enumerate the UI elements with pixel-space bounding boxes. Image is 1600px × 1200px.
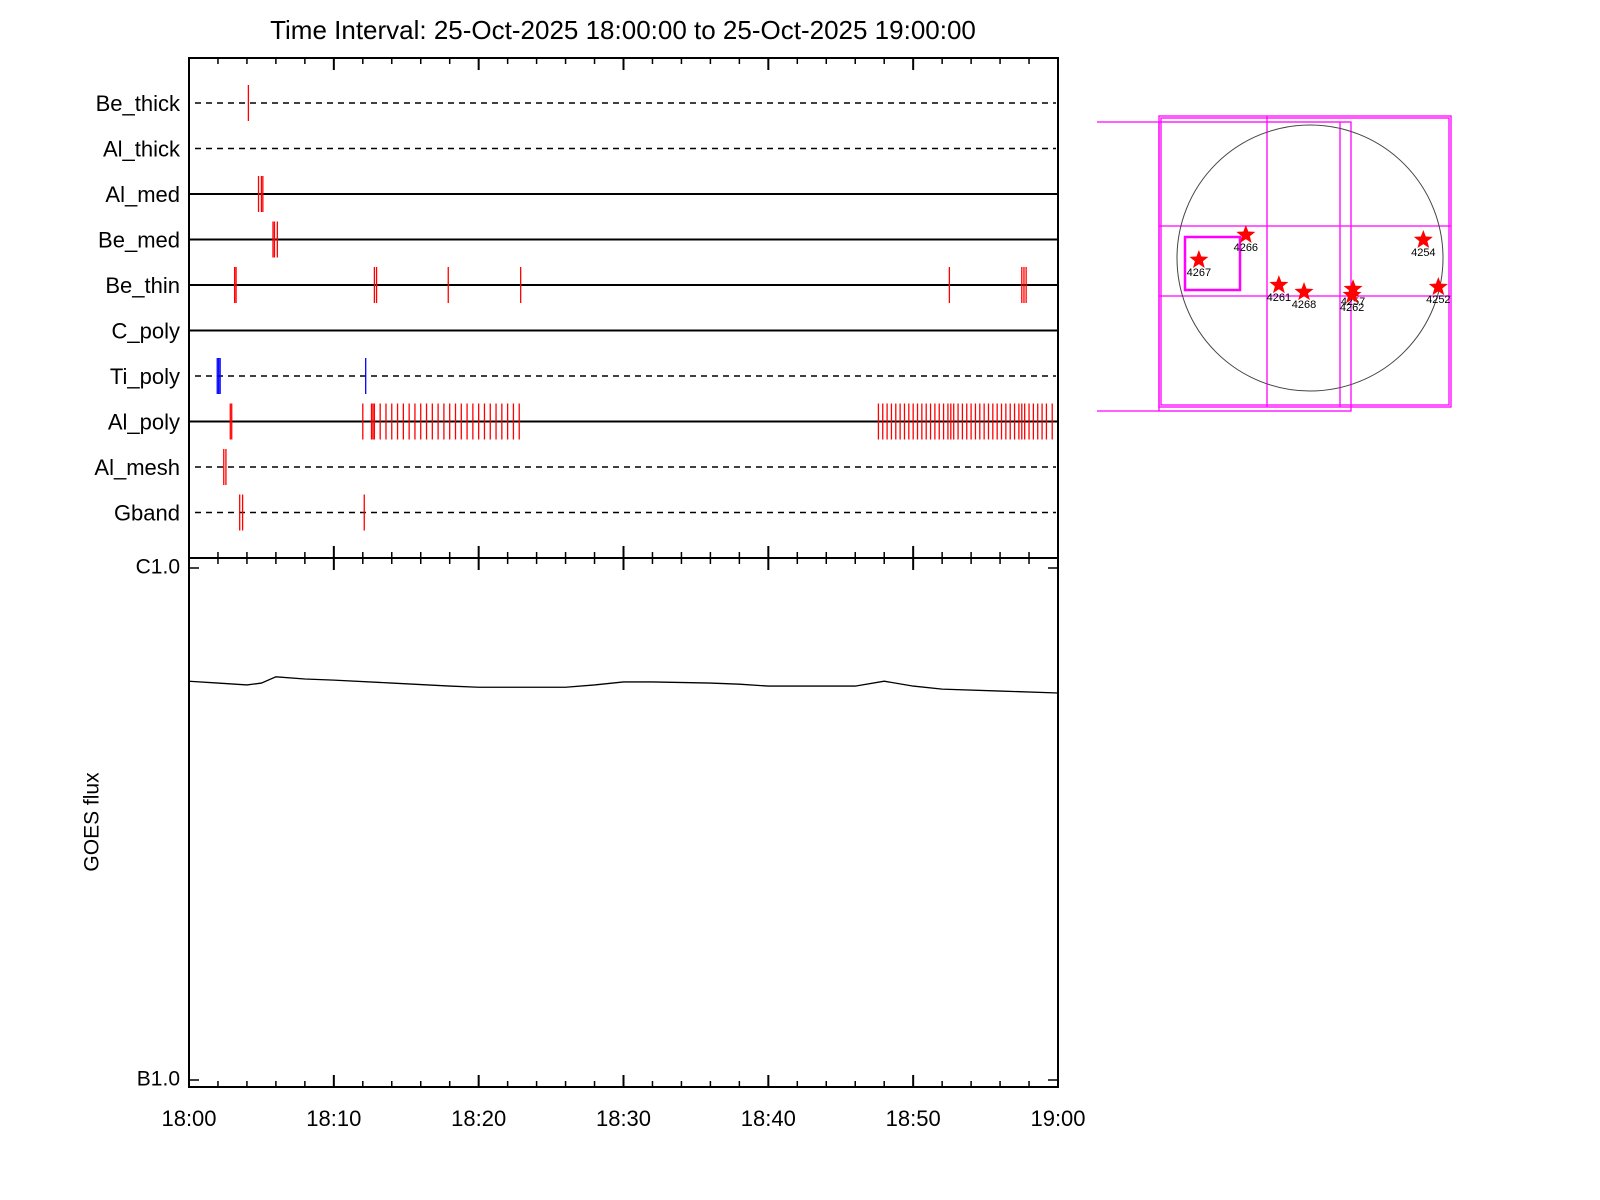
region-star: [1342, 285, 1362, 304]
region-label: 4262: [1340, 302, 1364, 314]
panel-frame: [188, 557, 1059, 1088]
x-tick-label: 19:00: [1030, 1106, 1085, 1131]
y-tick-label: C1.0: [136, 556, 180, 579]
row-label: Ti_poly: [110, 364, 180, 389]
row-label: Be_thick: [96, 91, 181, 116]
row-label: C_poly: [112, 318, 180, 343]
row-label: Gband: [114, 500, 180, 525]
flux-line: [188, 676, 1059, 694]
x-tick-label: 18:10: [306, 1106, 361, 1131]
x-tick-label: 18:20: [451, 1106, 506, 1131]
panel-frame: [188, 57, 1059, 559]
region-star: [1294, 282, 1314, 301]
region-label: 4266: [1234, 242, 1258, 254]
region-label: 4268: [1292, 299, 1316, 311]
row-label: Al_thick: [103, 136, 181, 161]
row-label: Be_med: [98, 227, 180, 252]
region-label: 4252: [1426, 294, 1450, 306]
region-star: [1236, 224, 1256, 244]
region-star: [1413, 229, 1433, 249]
x-tick-label: 18:50: [886, 1106, 941, 1131]
region-star: [1428, 277, 1448, 296]
y-tick-label: B1.0: [137, 1068, 180, 1091]
region-star: [1189, 249, 1209, 269]
x-tick-label: 18:00: [161, 1106, 216, 1131]
row-label: Be_thin: [105, 273, 180, 298]
x-tick-label: 18:30: [596, 1106, 651, 1131]
region-star: [1269, 275, 1289, 294]
region-label: 4257: [1341, 296, 1365, 308]
x-tick-label: 18:40: [741, 1106, 796, 1131]
row-label: Al_poly: [108, 409, 180, 434]
region-label: 4267: [1187, 267, 1211, 279]
row-label: Al_mesh: [94, 455, 180, 480]
region-label: 4261: [1267, 292, 1291, 304]
chart-title: Time Interval: 25-Oct-2025 18:00:00 to 2…: [270, 15, 976, 45]
row-label: Al_med: [105, 182, 180, 207]
region-label: 4254: [1411, 247, 1435, 259]
map-frame: [1097, 115, 1452, 412]
y-axis-title: GOES flux: [81, 772, 104, 872]
